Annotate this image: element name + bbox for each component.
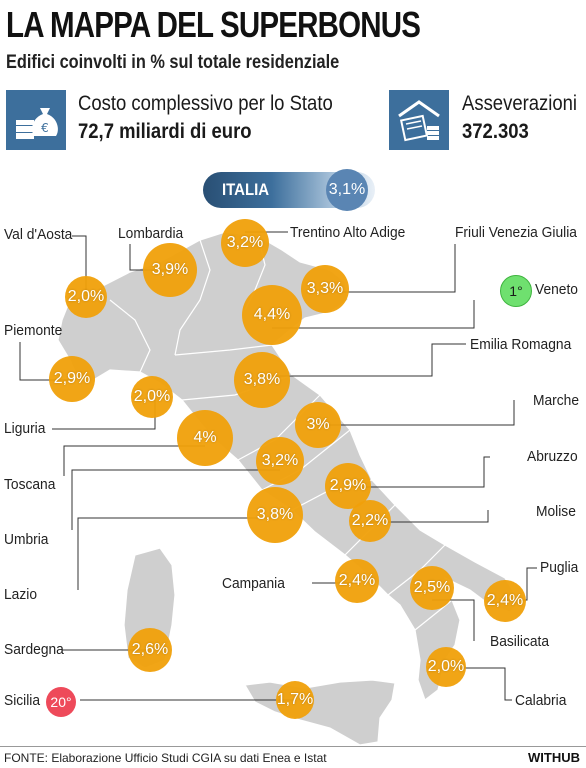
region-bubbles: [49, 219, 526, 719]
rank-badge-veneto: 1°: [500, 275, 532, 307]
region-value-sardegna: 2,6%: [131, 641, 169, 658]
region-value-valdaosta: 2,0%: [67, 288, 105, 305]
footer-divider: [0, 746, 586, 747]
leader-line-toscana: [63, 445, 205, 476]
region-value-molise: 2,2%: [351, 512, 389, 529]
leader-line-marche: [318, 400, 515, 426]
bubble-basilicata: [410, 566, 454, 610]
region-label-sicilia: Sicilia: [4, 692, 41, 709]
bubble-sicilia: [276, 681, 314, 719]
region-value-toscana: 4%: [193, 429, 217, 446]
leader-line-emilia: [262, 343, 466, 377]
bubble-sardegna: [128, 628, 172, 672]
region-value-abruzzo: 2,9%: [329, 477, 367, 494]
region-value-basilicata: 2,5%: [413, 579, 451, 596]
region-value-campania: 2,4%: [338, 572, 376, 589]
bubble-puglia: [484, 580, 526, 622]
bubble-abruzzo: [325, 463, 371, 509]
region-value-umbria: 3,2%: [261, 452, 299, 469]
svg-text:€: €: [41, 121, 49, 135]
bubble-friuli: [301, 265, 349, 313]
region-label-toscana: Toscana: [4, 476, 56, 493]
region-label-emilia: Emilia Romagna: [470, 336, 572, 353]
money-bag-coins-icon: €: [6, 90, 66, 150]
sicily-shape: [244, 679, 396, 746]
bubble-piemonte: [49, 356, 95, 402]
region-value-liguria: 2,0%: [133, 388, 171, 405]
bubble-trentino: [221, 219, 269, 267]
bubble-umbria: [256, 437, 304, 485]
region-label-liguria: Liguria: [4, 420, 46, 437]
region-label-campania: Campania: [222, 575, 285, 592]
bubble-emilia: [234, 352, 290, 408]
leader-line-veneto: [272, 300, 475, 329]
leader-line-lazio: [77, 517, 275, 590]
bubble-marche: [295, 402, 341, 448]
region-label-valdaosta: Val d'Aosta: [4, 226, 73, 243]
region-label-umbria: Umbria: [4, 531, 49, 548]
bubble-veneto: [242, 285, 302, 345]
italia-label: ITALIA: [222, 180, 270, 199]
region-label-calabria: Calabria: [515, 692, 567, 709]
page-subtitle: Edifici coinvolti in % sul totale reside…: [6, 52, 340, 73]
region-label-molise: Molise: [536, 503, 576, 520]
region-value-puglia: 2,4%: [486, 592, 524, 609]
leader-line-umbria: [71, 469, 280, 530]
bubble-calabria: [426, 647, 466, 687]
region-label-marche: Marche: [533, 392, 580, 409]
region-value-lombardia: 3,9%: [151, 261, 189, 278]
region-label-basilicata: Basilicata: [490, 633, 550, 650]
bubble-molise: [349, 500, 391, 542]
stat-asseverazioni-label: Asseverazioni: [462, 92, 578, 115]
region-label-abruzzo: Abruzzo: [527, 448, 578, 465]
region-value-lazio: 3,8%: [256, 506, 294, 523]
leader-line-calabria: [446, 667, 512, 701]
region-value-trentino: 3,2%: [226, 234, 264, 251]
region-value-sicilia: 1,7%: [276, 691, 314, 708]
leader-line-abruzzo: [350, 456, 490, 488]
region-label-trentino: Trentino Alto Adige: [290, 224, 406, 241]
page-title: LA MAPPA DEL SUPERBONUS: [6, 4, 421, 45]
stat-cost-label: Costo complessivo per lo Stato: [78, 92, 333, 115]
bubble-lombardia: [143, 243, 197, 297]
rank-badge-sicilia: 20°: [46, 687, 76, 717]
region-label-veneto: Veneto: [535, 281, 578, 298]
region-label-puglia: Puglia: [540, 559, 579, 576]
region-value-marche: 3%: [306, 416, 330, 433]
region-label-sardegna: Sardegna: [4, 641, 64, 658]
region-label-lazio: Lazio: [4, 586, 37, 603]
region-value-veneto: 4,4%: [253, 306, 291, 323]
bubble-lazio: [247, 487, 303, 543]
bubble-valdaosta: [65, 276, 107, 318]
bubble-toscana: [177, 410, 233, 466]
region-value-emilia: 3,8%: [243, 371, 281, 388]
italia-value-badge: 3,1%: [326, 169, 368, 211]
leader-line-molise: [370, 510, 489, 523]
house-document-coins-icon: [389, 90, 449, 150]
brand-logo: WITHUB: [528, 750, 580, 765]
region-value-piemonte: 2,9%: [53, 370, 91, 387]
bubble-liguria: [131, 376, 173, 418]
region-value-friuli: 3,3%: [306, 280, 344, 297]
region-label-friuli: Friuli Venezia Giulia: [455, 224, 577, 241]
leader-line-friuli: [325, 244, 456, 293]
source-note: FONTE: Elaborazione Ufficio Studi CGIA s…: [4, 751, 327, 765]
bubble-campania: [335, 559, 379, 603]
region-label-lombardia: Lombardia: [118, 225, 184, 242]
region-value-calabria: 2,0%: [427, 658, 465, 675]
stat-cost-value: 72,7 miliardi di euro: [78, 120, 252, 143]
stat-asseverazioni-value: 372.303: [462, 120, 529, 143]
region-label-piemonte: Piemonte: [4, 322, 63, 339]
